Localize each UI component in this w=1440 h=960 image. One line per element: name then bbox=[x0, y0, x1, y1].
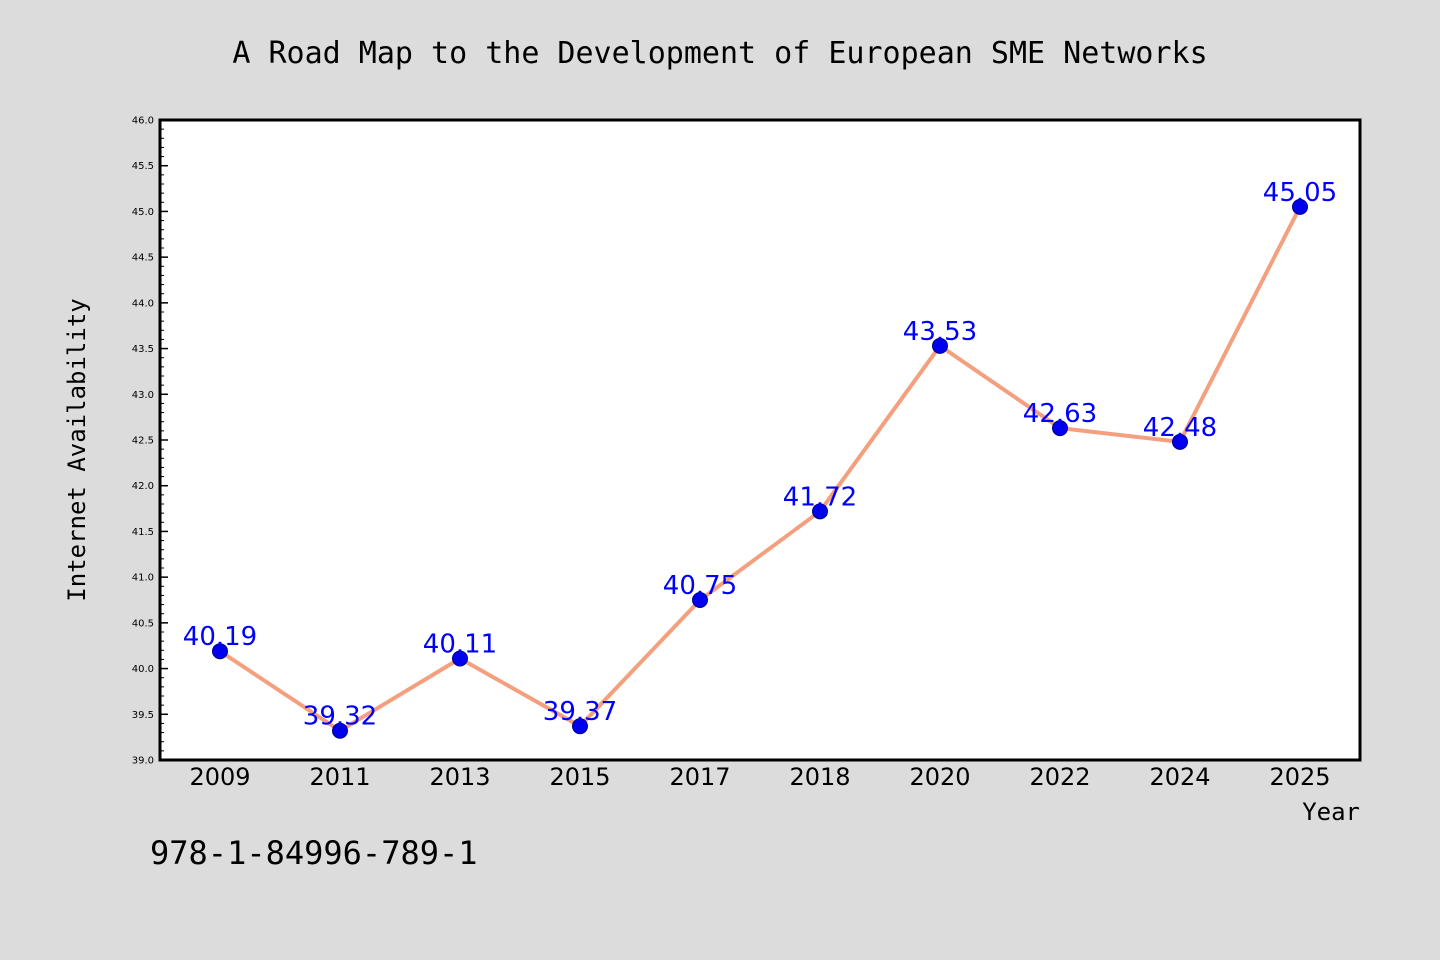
x-tick-label: 2011 bbox=[309, 763, 370, 791]
data-label: 42.48 bbox=[1143, 413, 1217, 443]
data-label: 41.72 bbox=[783, 482, 857, 512]
data-label: 40.19 bbox=[183, 622, 257, 652]
chart-title: A Road Map to the Development of Europea… bbox=[232, 36, 1207, 71]
data-label: 40.75 bbox=[663, 571, 737, 601]
y-tick-label: 44.5 bbox=[132, 253, 154, 264]
y-tick-label: 42.0 bbox=[132, 481, 154, 492]
data-point bbox=[1052, 420, 1068, 437]
y-tick-label: 41.5 bbox=[132, 527, 154, 538]
x-tick-label: 2017 bbox=[669, 763, 730, 791]
data-point bbox=[212, 643, 228, 660]
data-label: 39.32 bbox=[303, 702, 377, 732]
y-tick-label: 43.0 bbox=[132, 390, 154, 401]
y-tick-label: 42.5 bbox=[132, 436, 154, 447]
data-point bbox=[332, 722, 348, 739]
data-point bbox=[1292, 198, 1308, 215]
series-group: 40.19 39.32 40.11 39.37 40.75 41.72 43.53 42.63… bbox=[183, 178, 1337, 739]
x-tick-label: 2020 bbox=[909, 763, 970, 791]
data-label: 43.53 bbox=[903, 317, 977, 347]
data-point bbox=[692, 592, 708, 608]
x-tick-label: 2025 bbox=[1269, 763, 1330, 791]
x-axis-label: Year bbox=[1302, 798, 1360, 826]
y-axis-label: Internet Availability bbox=[63, 298, 91, 601]
x-tick-label: 2009 bbox=[189, 763, 250, 791]
x-tick-label: 2015 bbox=[549, 763, 610, 791]
x-tick-label: 2024 bbox=[1149, 763, 1210, 791]
x-axis: 2009 2011 2013 2015 2017 2018 2020 2022 2024 2025 bbox=[189, 763, 1330, 791]
y-tick-label: 44.0 bbox=[132, 298, 154, 309]
data-label: 42.63 bbox=[1023, 399, 1097, 429]
y-tick-label: 45.0 bbox=[132, 207, 154, 218]
y-tick-label: 40.5 bbox=[132, 618, 154, 629]
y-axis: 39.0 39.5 40.0 40.5 41.0 41.5 42.0 42.5 43.0 43.5… bbox=[132, 116, 168, 767]
x-tick-label: 2022 bbox=[1029, 763, 1090, 791]
data-label: 45.05 bbox=[1263, 178, 1337, 208]
y-tick-label: 41.0 bbox=[132, 573, 154, 584]
y-tick-label: 39.0 bbox=[132, 756, 154, 767]
x-tick-label: 2018 bbox=[789, 763, 850, 791]
y-tick-label: 39.5 bbox=[132, 710, 154, 721]
y-tick-label: 40.0 bbox=[132, 664, 154, 675]
data-label: 39.37 bbox=[543, 697, 617, 727]
y-tick-label: 43.5 bbox=[132, 344, 154, 355]
data-point bbox=[932, 337, 948, 354]
data-label: 40.11 bbox=[423, 630, 497, 660]
footer-isbn: 978-1-84996-789-1 bbox=[150, 834, 478, 872]
x-tick-label: 2013 bbox=[429, 763, 490, 791]
data-point bbox=[572, 718, 588, 735]
data-point bbox=[812, 503, 828, 520]
series-line bbox=[218, 205, 1302, 733]
data-point bbox=[452, 650, 468, 667]
y-tick-label: 45.5 bbox=[132, 161, 154, 172]
y-tick-label: 46.0 bbox=[132, 116, 154, 127]
data-point bbox=[1172, 433, 1188, 450]
